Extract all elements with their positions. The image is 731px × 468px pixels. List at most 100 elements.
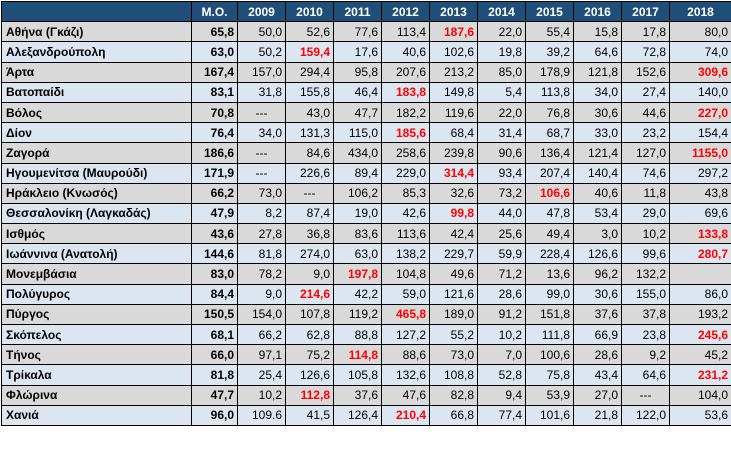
- header-year: 2013: [429, 0, 478, 23]
- year-value: 40,6: [381, 41, 430, 63]
- year-value: 119,6: [429, 101, 478, 124]
- year-value: 22,0: [477, 101, 526, 124]
- table-row: Τρίκαλα 81,8 25,4 126,6 105,8 132,6 108,8 52,8 7…: [1, 364, 731, 386]
- year-value: ---: [237, 162, 286, 184]
- year-value: 106,2: [333, 182, 382, 204]
- year-value: 88,8: [333, 323, 382, 346]
- year-value: 274,0: [285, 243, 334, 265]
- year-value: 10,2: [237, 384, 286, 406]
- year-value: 140,0: [669, 81, 731, 103]
- year-value: 99,6: [621, 243, 670, 265]
- year-value: 31,4: [477, 122, 526, 144]
- header-station: [1, 0, 192, 23]
- year-value: 21,8: [573, 404, 622, 426]
- year-value: 154,4: [669, 122, 731, 144]
- year-value: 19,8: [477, 41, 526, 63]
- year-value: 9,2: [621, 344, 670, 366]
- year-value: 89,4: [333, 162, 382, 184]
- year-value: 73,0: [237, 182, 286, 204]
- mean-value: 47,7: [191, 384, 238, 406]
- year-value: 84,6: [285, 142, 334, 164]
- year-value: 9,0: [285, 263, 334, 285]
- year-value: 131,3: [285, 122, 334, 144]
- year-value: 182,2: [381, 101, 430, 124]
- year-value: 62,8: [285, 323, 334, 346]
- year-value: 207,6: [381, 61, 430, 83]
- year-value: 49,6: [429, 263, 478, 285]
- year-value: 23,2: [621, 122, 670, 144]
- mean-value: 167,4: [191, 61, 238, 83]
- mean-value: 66,0: [191, 344, 238, 366]
- year-value: 47,8: [525, 202, 574, 225]
- year-value: 64,6: [573, 41, 622, 63]
- station-name: Ιωάννινα (Ανατολή): [1, 243, 192, 265]
- mean-value: 96,0: [191, 404, 238, 426]
- year-value: 23,8: [621, 323, 670, 346]
- header-year: 2018: [669, 0, 731, 23]
- year-value: 44,6: [621, 101, 670, 124]
- year-value: 465,8: [381, 303, 430, 326]
- year-value: 297,2: [669, 162, 731, 184]
- station-name: Τρίκαλα: [1, 364, 192, 386]
- mean-value: 83,1: [191, 81, 238, 103]
- year-value: 113,6: [381, 223, 430, 245]
- year-value: 77,4: [477, 404, 526, 426]
- table-body: Αθήνα (Γκάζι) 65,8 50,0 52,6 77,6 113,4 187,6 2…: [1, 21, 731, 426]
- header-year: 2014: [477, 0, 526, 23]
- year-value: 133,8: [669, 223, 731, 245]
- year-value: 83,6: [333, 223, 382, 245]
- year-value: 55,4: [525, 21, 574, 43]
- year-value: 37,8: [621, 303, 670, 326]
- table-row: Ιωάννινα (Ανατολή) 144,6 81,8 274,0 63,0 138,…: [1, 243, 731, 265]
- year-value: 32,6: [429, 182, 478, 204]
- year-value: 126,6: [573, 243, 622, 265]
- year-value: 15,8: [573, 21, 622, 43]
- year-value: 64,6: [621, 364, 670, 386]
- table-row: Άρτα 167,4 157,0 294,4 95,8 207,6 213,2 85,0 178…: [1, 61, 731, 83]
- mean-value: 65,8: [191, 21, 238, 43]
- station-name: Χανιά: [1, 404, 192, 426]
- table-row: Σκόπελος 68,1 66,2 62,8 88,8 127,2 55,2 10,2 111…: [1, 323, 731, 346]
- year-value: 226,6: [285, 162, 334, 184]
- year-value: 13,6: [525, 263, 574, 285]
- year-value: 126,6: [285, 364, 334, 386]
- mean-value: 68,1: [191, 323, 238, 346]
- header-year: 2011: [333, 0, 382, 23]
- year-value: 39,2: [525, 41, 574, 63]
- year-value: 72,8: [621, 41, 670, 63]
- year-value: 59,9: [477, 243, 526, 265]
- year-value: 121,6: [429, 283, 478, 305]
- year-value: 43,0: [285, 101, 334, 124]
- year-value: 75,2: [285, 344, 334, 366]
- year-value: 77,6: [333, 21, 382, 43]
- header-row: Μ.Ο. 2009 2010 2011 2012 2013 2014 2015 2016 2017…: [1, 0, 731, 23]
- year-value: ---: [237, 142, 286, 164]
- year-value: 97,1: [237, 344, 286, 366]
- year-value: 74,0: [669, 41, 731, 63]
- year-value: 19,0: [333, 202, 382, 225]
- year-value: 214,6: [285, 283, 334, 305]
- year-value: 140,4: [573, 162, 622, 184]
- year-value: 107,8: [285, 303, 334, 326]
- year-value: 159,4: [285, 41, 334, 63]
- year-value: 126,4: [333, 404, 382, 426]
- table-row: Δίον 76,4 34,0 131,3 115,0 185,6 68,4 31,4 68,7 3…: [1, 122, 731, 144]
- year-value: 193,2: [669, 303, 731, 326]
- year-value: 47,6: [381, 384, 430, 406]
- year-value: 121,8: [573, 61, 622, 83]
- year-value: 155,8: [285, 81, 334, 103]
- table-row: Ηγουμενίτσα (Μαυρούδι) 171,9 --- 226,6 89,4 2…: [1, 162, 731, 184]
- year-value: 314,4: [429, 162, 478, 184]
- year-value: 73,0: [429, 344, 478, 366]
- header-year: 2010: [285, 0, 334, 23]
- mean-value: 81,8: [191, 364, 238, 386]
- year-value: 42,2: [333, 283, 382, 305]
- year-value: 74,6: [621, 162, 670, 184]
- mean-value: 63,0: [191, 41, 238, 63]
- station-name: Ζαγορά: [1, 142, 192, 164]
- year-value: 50,2: [237, 41, 286, 63]
- year-value: 27,0: [573, 384, 622, 406]
- table-row: Πύργος 150,5 154,0 107,8 119,2 465,8 189,0 91,2…: [1, 303, 731, 326]
- year-value: 90,6: [477, 142, 526, 164]
- year-value: 258,6: [381, 142, 430, 164]
